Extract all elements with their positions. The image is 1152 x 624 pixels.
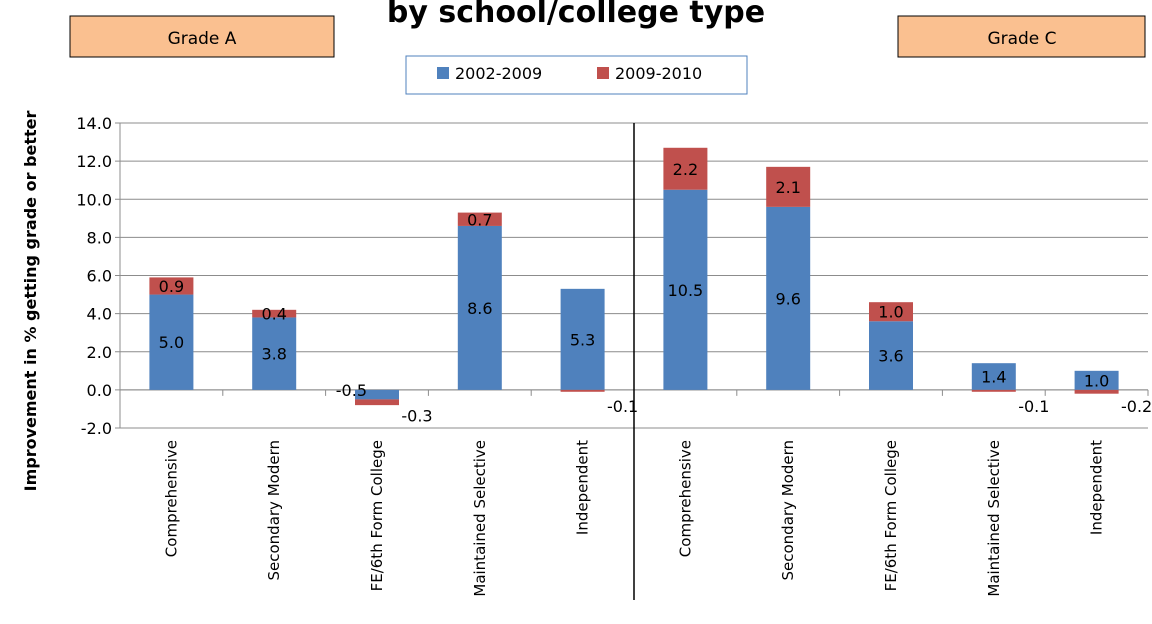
data-labels: 5.0 0.9 3.8 0.4 -0.5 -0.3 8.6 0.7 5.3 -0.1 10.5 2.2… <box>159 160 1152 426</box>
data-label-2002-2009: 5.0 <box>159 333 184 352</box>
y-tick-label: 12.0 <box>76 152 112 171</box>
y-tick-label: 4.0 <box>87 305 112 324</box>
data-label-2009-2010: 2.1 <box>775 178 800 197</box>
data-label-2009-2010: 0.7 <box>467 210 492 229</box>
x-tick-label-maintained-selective: Maintained Selective <box>985 440 1003 597</box>
x-tick-label-secondary-modern: Secondary Modern <box>265 440 283 581</box>
bar-2002-2009-independent-grade-c <box>1074 370 1119 390</box>
data-label-2009-2010: -0.1 <box>607 397 638 416</box>
bars <box>149 147 1119 406</box>
data-label-2002-2009: 8.6 <box>467 299 492 318</box>
x-tick-label-comprehensive: Comprehensive <box>162 440 180 557</box>
bar-2002-2009-fe-6th-form-college-grade-a <box>355 389 399 400</box>
y-tick-label: 10.0 <box>76 190 112 209</box>
x-tick-label-secondary-modern: Secondary Modern <box>779 440 797 581</box>
x-tick-label-fe-6th-form-college: FE/6th Form College <box>368 440 386 591</box>
bar-2009-2010-secondary-modern-grade-c <box>766 166 811 207</box>
data-label-2009-2010: 1.0 <box>878 303 903 322</box>
bar-2009-2010-maintained-selective-grade-c <box>971 389 1016 392</box>
y-tick-label: 6.0 <box>87 267 112 286</box>
y-tick-label: 0.0 <box>87 381 112 400</box>
data-label-2009-2010: -0.3 <box>401 406 432 425</box>
x-tick-label-maintained-selective: Maintained Selective <box>471 440 489 597</box>
data-label-2009-2010: 0.9 <box>159 277 184 296</box>
y-tick-label: 8.0 <box>87 228 112 247</box>
x-tick-label-fe-6th-form-college: FE/6th Form College <box>882 440 900 591</box>
legend: 2002-2009 2009-2010 <box>405 55 748 95</box>
x-tick-label-comprehensive: Comprehensive <box>676 440 694 557</box>
legend-swatch-2009-2010 <box>597 67 609 79</box>
data-label-2009-2010: -0.1 <box>1018 397 1049 416</box>
data-label-2002-2009: 1.4 <box>981 368 1006 387</box>
chart-title: by school/college type <box>387 0 765 30</box>
grade-a-label: Grade A <box>168 29 237 49</box>
y-axis-ticks: 14.0 12.0 10.0 8.0 6.0 4.0 2.0 0.0 -2.0 <box>76 114 112 438</box>
bar-2002-2009-comprehensive-grade-a <box>149 294 194 390</box>
bar-2009-2010-comprehensive-grade-a <box>149 277 194 295</box>
y-tick-label: -2.0 <box>81 419 112 438</box>
bar-2002-2009-maintained-selective-grade-c <box>971 363 1016 390</box>
data-label-2009-2010: -0.2 <box>1121 397 1152 416</box>
bar-2009-2010-comprehensive-grade-c <box>663 147 708 190</box>
y-tick-label: 14.0 <box>76 114 112 133</box>
x-tick-label-independent: Independent <box>574 440 592 535</box>
grade-c-box: Grade C <box>897 15 1146 58</box>
bar-2002-2009-independent-grade-a <box>560 288 605 390</box>
y-axis-label: Improvement in % getting grade or better <box>21 111 40 492</box>
bar-2009-2010-independent-grade-a <box>560 389 605 392</box>
bar-2002-2009-secondary-modern-grade-a <box>252 317 297 390</box>
data-label-2002-2009: 1.0 <box>1084 371 1109 390</box>
data-label-2002-2009: 10.5 <box>668 281 704 300</box>
bar-2009-2010-fe-6th-form-college-grade-a <box>355 399 399 406</box>
bar-2002-2009-comprehensive-grade-c <box>663 189 708 390</box>
bar-2002-2009-secondary-modern-grade-c <box>766 206 811 390</box>
bar-2009-2010-fe-6th-form-college-grade-c <box>869 302 913 322</box>
grade-a-box: Grade A <box>69 15 335 58</box>
data-label-2009-2010: 0.4 <box>261 305 286 324</box>
y-tick-label: 2.0 <box>87 343 112 362</box>
data-label-2002-2009: -0.5 <box>336 381 367 400</box>
bar-2009-2010-maintained-selective-grade-a <box>457 212 502 226</box>
data-label-2002-2009: 3.8 <box>261 345 286 364</box>
bar-2009-2010-secondary-modern-grade-a <box>252 309 297 318</box>
data-label-2002-2009: 5.3 <box>570 330 595 349</box>
bar-2002-2009-maintained-selective-grade-a <box>457 225 502 390</box>
data-label-2009-2010: 2.2 <box>673 160 698 179</box>
bar-2009-2010-independent-grade-c <box>1074 389 1119 394</box>
data-label-2002-2009: 3.6 <box>878 347 903 366</box>
x-axis-ticks: Comprehensive Secondary Modern FE/6th Form… <box>162 440 1105 597</box>
x-tick-label-independent: Independent <box>1088 440 1106 535</box>
data-label-2002-2009: 9.6 <box>775 289 800 308</box>
bar-2002-2009-fe-6th-form-college-grade-c <box>869 321 913 390</box>
legend-swatch-2002-2009 <box>437 67 449 79</box>
grade-c-label: Grade C <box>987 29 1056 49</box>
legend-label-2009-2010: 2009-2010 <box>615 64 702 83</box>
legend-label-2002-2009: 2002-2009 <box>455 64 542 83</box>
